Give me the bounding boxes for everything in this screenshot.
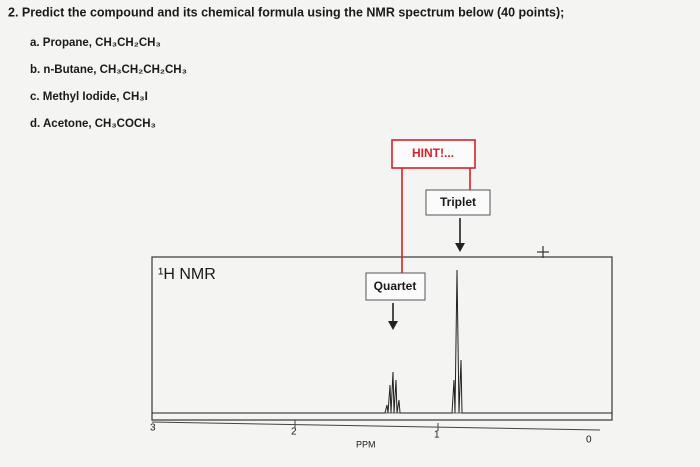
triplet-box <box>425 189 491 216</box>
spectrum-title: ¹H NMR <box>158 266 216 283</box>
hint-box <box>391 139 476 169</box>
axis-tick-label: 1 <box>434 430 440 441</box>
spectrum-frame <box>151 256 613 421</box>
option: d. Acetone, CH₃COCH₃ <box>30 118 156 130</box>
axis-tick-label: 3 <box>150 423 156 434</box>
triplet-label: Triplet <box>440 195 476 209</box>
axis-label: PPM <box>356 439 376 449</box>
arrow-head <box>388 321 398 330</box>
question-title: 2. Predict the compound and its chemical… <box>8 5 564 19</box>
quartet-label: Quartet <box>374 279 417 293</box>
ppm-axis <box>151 421 601 431</box>
option: b. n-Butane, CH₃CH₂CH₂CH₃ <box>30 64 187 76</box>
quartet-box <box>365 272 426 301</box>
spectrum-trace <box>152 269 612 414</box>
hint-label: HINT!... <box>412 146 454 160</box>
option: c. Methyl Iodide, CH₃I <box>30 91 148 103</box>
move-icon <box>537 246 549 258</box>
arrow-head <box>455 243 465 252</box>
option: a. Propane, CH₃CH₂CH₃ <box>30 37 161 49</box>
axis-tick-label: 0 <box>586 435 592 446</box>
axis-tick-label: 2 <box>291 427 297 438</box>
